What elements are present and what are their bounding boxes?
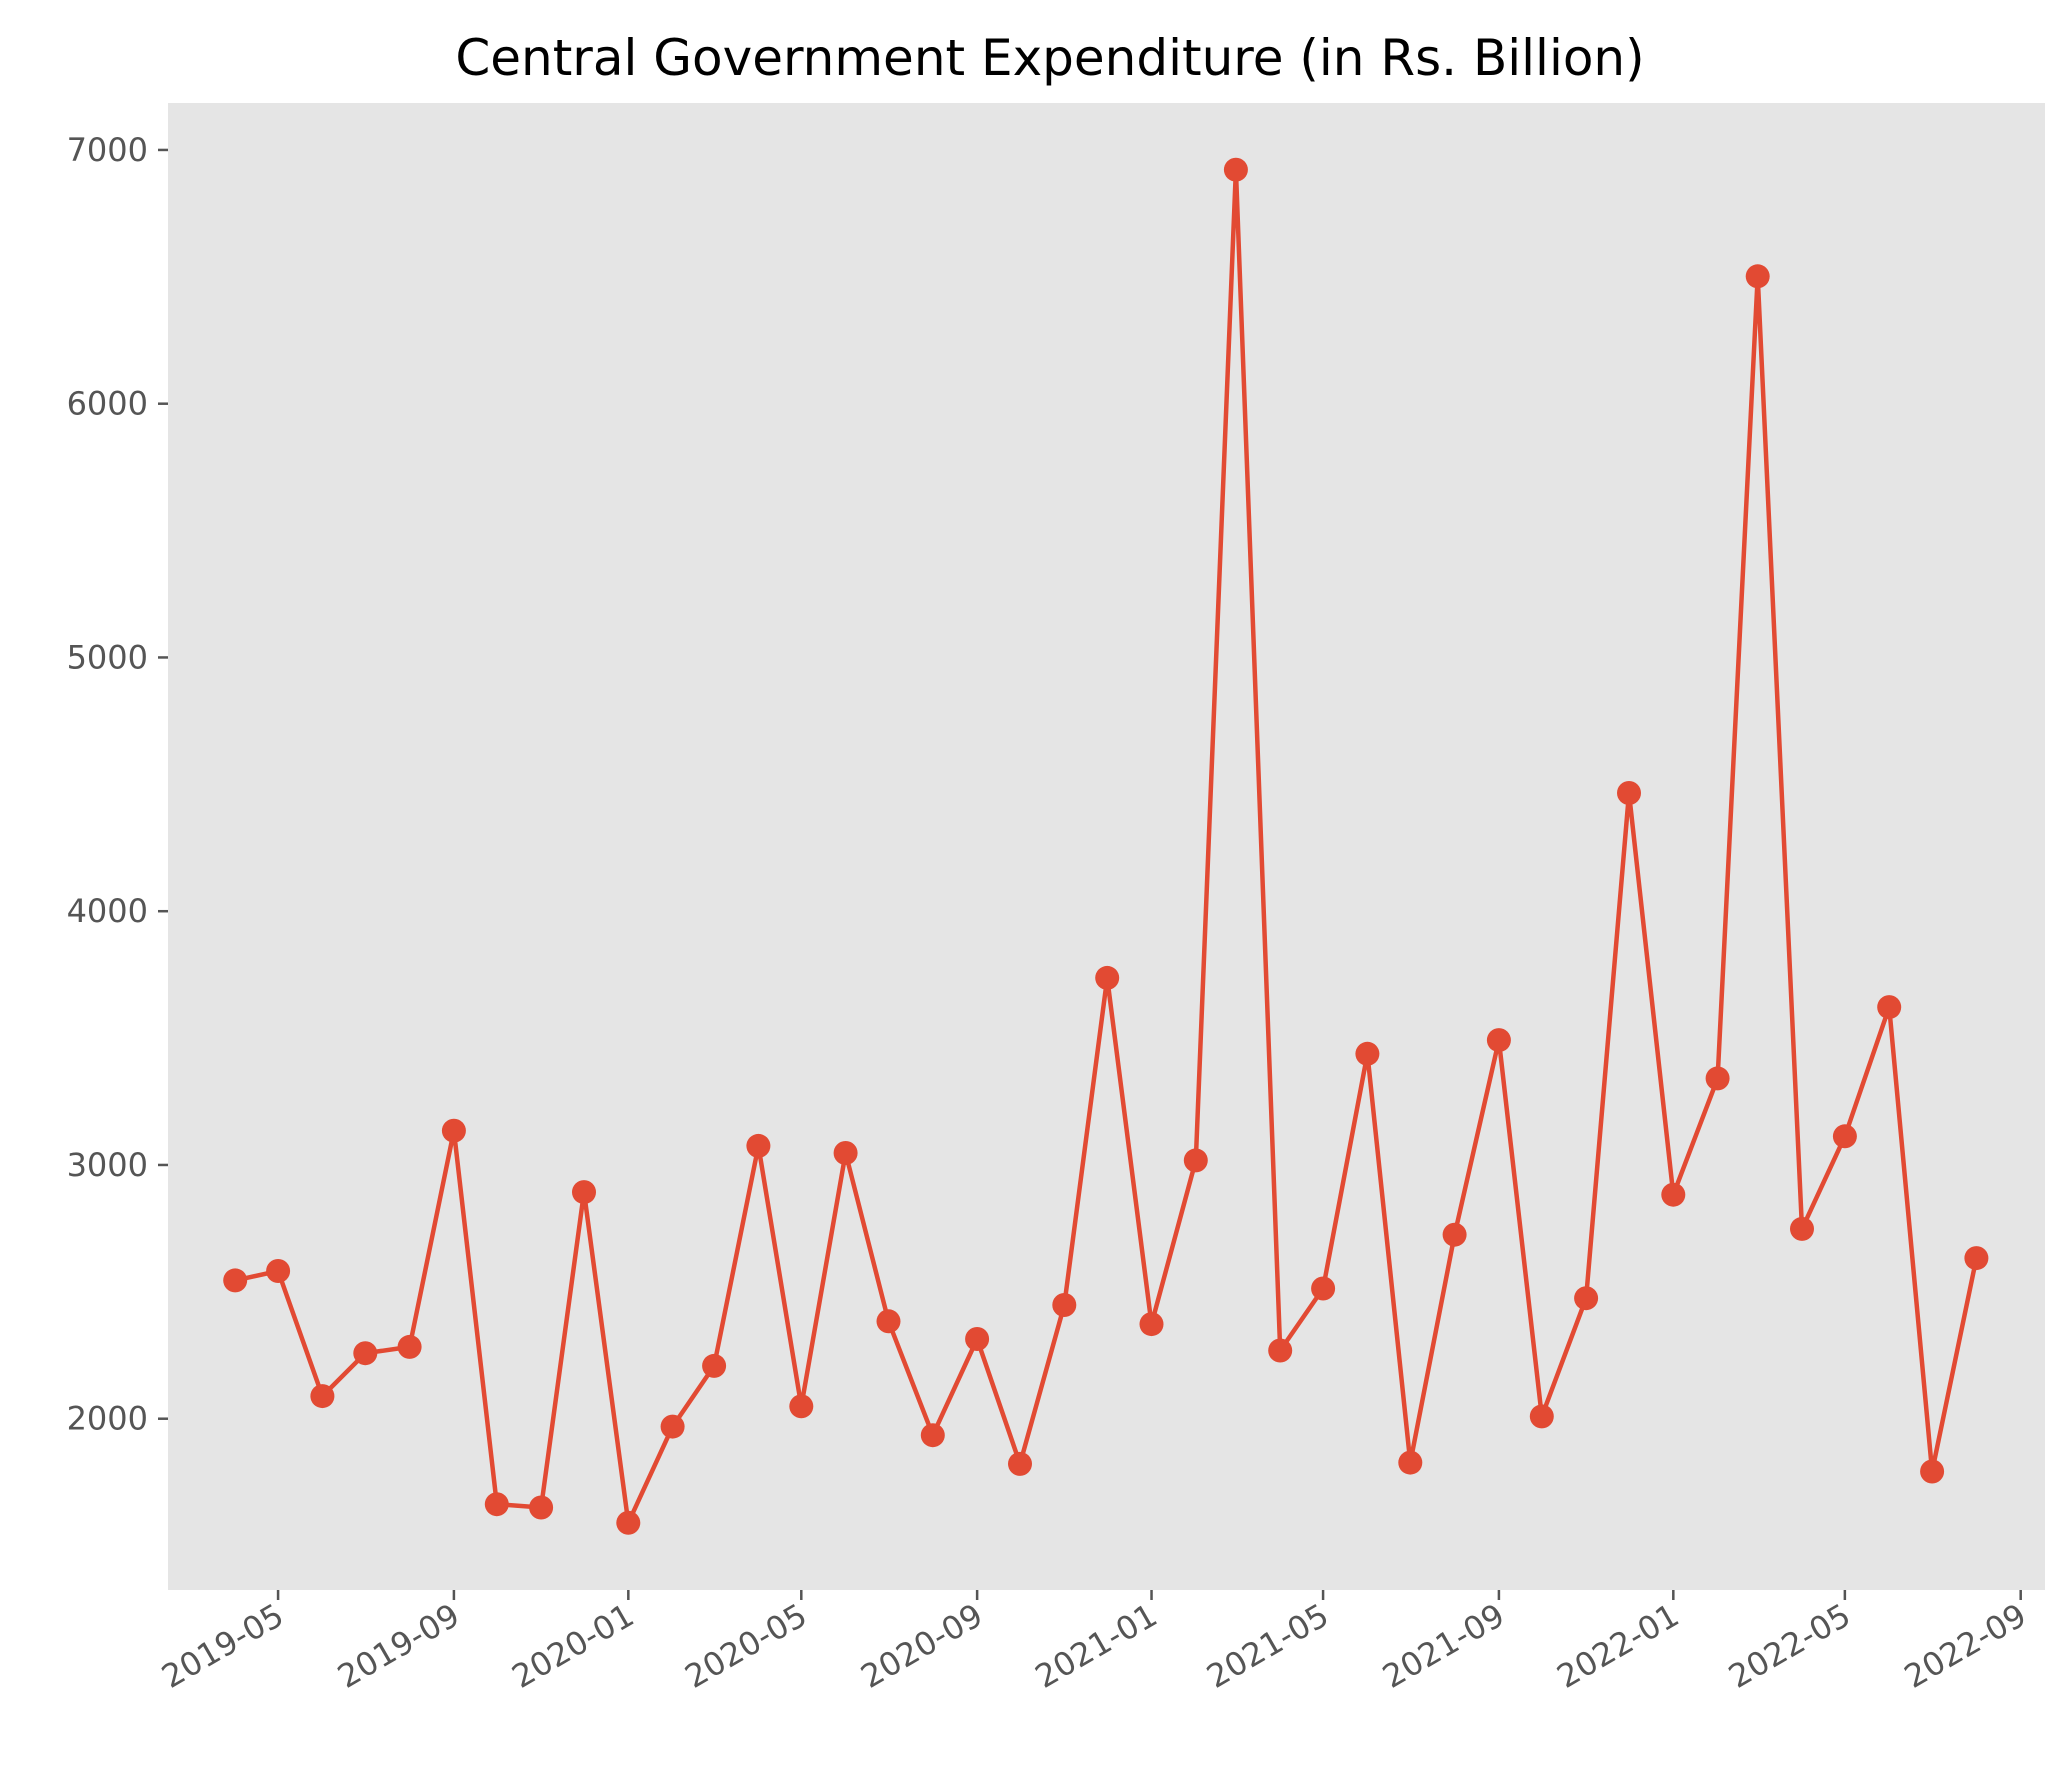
data-point [1008,1451,1032,1476]
x-tick-label: 2020-01 [506,1596,641,1696]
x-tick-label: 2021-01 [1029,1596,1164,1696]
data-point [1617,781,1641,805]
data-point [1139,1312,1164,1337]
data-point [1398,1450,1423,1475]
x-tick-label: 2019-05 [155,1596,290,1696]
plot-area [168,103,2045,1590]
data-point [572,1180,596,1205]
data-point [1442,1222,1467,1247]
data-point [1311,1276,1336,1301]
data-point [266,1259,291,1283]
y-tick-label: 7000 [67,131,148,169]
x-tick-label: 2022-09 [1898,1596,2033,1696]
data-point [1661,1182,1686,1207]
data-point [876,1309,901,1334]
data-point [1355,1041,1380,1066]
data-point [1964,1246,1989,1271]
data-point [1574,1286,1599,1311]
data-point [1529,1404,1554,1429]
data-point [702,1353,727,1378]
data-point [789,1394,814,1419]
x-tick-label: 2022-05 [1722,1596,1857,1696]
y-axis: 2000 3000 4000 5000 6000 7000 [67,131,168,1438]
data-point [746,1133,771,1158]
data-point [397,1334,422,1359]
x-tick-label: 2021-05 [1200,1596,1335,1696]
data-point [1183,1148,1208,1173]
x-tick-label: 2022-01 [1551,1596,1686,1696]
y-tick-label: 5000 [67,638,148,676]
x-tick-label: 2019-09 [331,1596,466,1696]
data-point [1268,1338,1293,1363]
data-point [1920,1459,1945,1484]
data-point [529,1495,554,1520]
data-point [1745,264,1770,289]
x-axis: 2019-05 2019-09 2020-01 2020-05 2020-09 2021-… [155,1590,2033,1696]
data-point [616,1510,641,1535]
chart-title: Central Government Expenditure (in Rs. B… [455,29,1644,87]
data-point [660,1414,685,1439]
data-point [484,1492,509,1517]
y-tick-label: 2000 [67,1400,148,1438]
data-point [1832,1124,1857,1149]
data-point [1790,1216,1814,1241]
y-tick-label: 6000 [67,385,148,423]
data-point [310,1384,335,1409]
y-tick-label: 4000 [67,892,148,930]
data-point [833,1141,858,1165]
data-point [920,1423,945,1448]
data-point [1052,1293,1077,1317]
data-point [1223,157,1248,182]
data-point [223,1268,248,1293]
x-tick-label: 2020-09 [854,1596,989,1696]
data-point [1095,965,1120,990]
data-point [353,1341,378,1366]
x-tick-label: 2020-05 [679,1596,814,1696]
series-layer [223,157,1989,1535]
x-tick-label: 2021-09 [1376,1596,1511,1696]
data-point [1705,1066,1730,1091]
data-point [1486,1028,1511,1053]
data-point [1877,995,1902,1020]
data-point [965,1327,990,1351]
y-tick-label: 3000 [67,1146,148,1184]
data-point [441,1118,466,1143]
